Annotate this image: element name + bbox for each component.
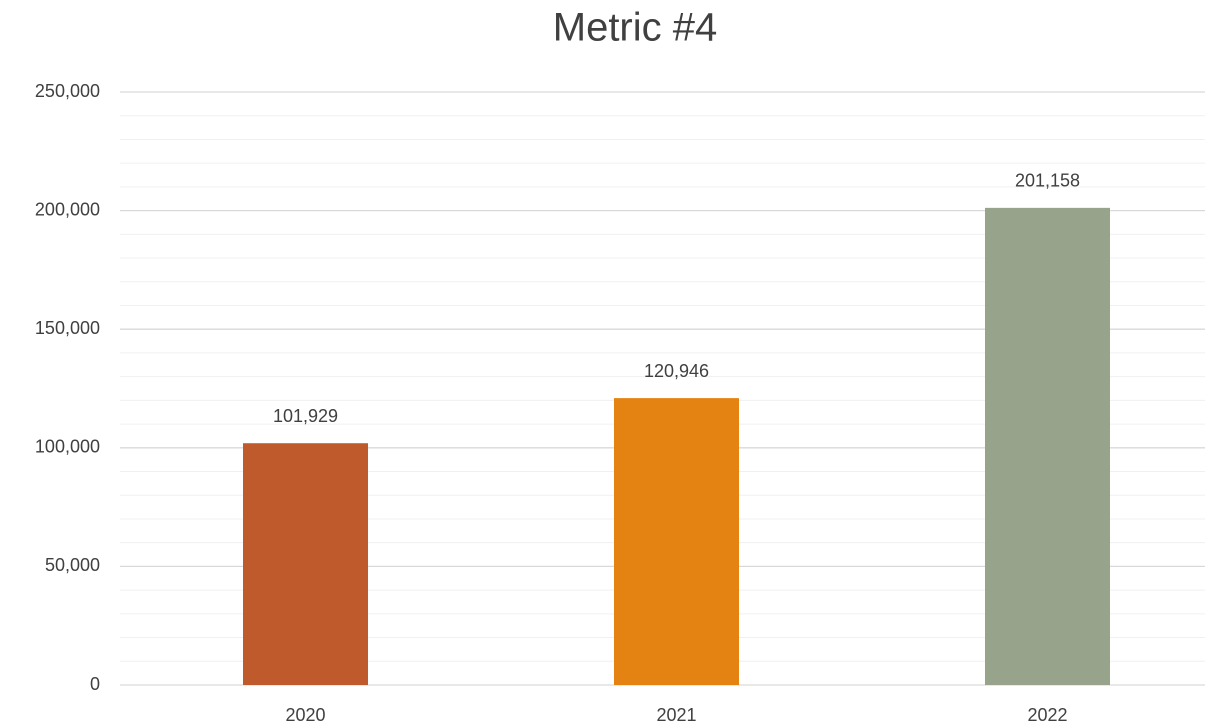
y-tick-label: 150,000 [35,318,100,338]
data-label: 201,158 [1015,171,1080,191]
x-tick-label: 2021 [656,705,696,725]
y-tick-label: 0 [90,674,100,694]
bar [985,207,1110,686]
bar [243,443,368,685]
chart-title: Metric #4 [553,6,718,50]
data-label: 120,946 [644,361,709,381]
y-tick-label: 200,000 [35,199,100,219]
bar [614,398,739,685]
x-tick-label: 2022 [1027,705,1067,725]
y-tick-label: 100,000 [35,437,100,457]
x-tick-label: 2020 [285,705,325,725]
data-label: 101,929 [273,406,338,426]
y-tick-label: 250,000 [35,81,100,101]
y-tick-label: 50,000 [45,555,100,575]
